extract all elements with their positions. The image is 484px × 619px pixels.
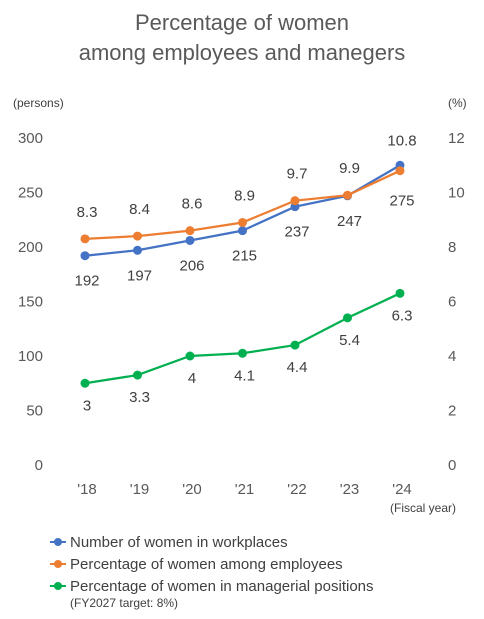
series-employees — [80, 166, 405, 244]
data-point-managers — [185, 351, 195, 361]
left-axis-tick-label: 100 — [18, 348, 43, 365]
right-axis-tick-label: 8 — [448, 239, 456, 256]
chart-title: Percentage of women among employees and … — [0, 8, 484, 68]
right-axis-ticks: 0 2 4 6 8 10 12 — [448, 130, 465, 474]
right-axis-tick-label: 2 — [448, 403, 456, 420]
line-chart: (persons) (%) (Fiscal year) 050100150200… — [13, 96, 467, 515]
data-point-employees — [80, 234, 90, 244]
data-label-employees: 9.7 — [287, 166, 308, 183]
legend-item-employees: Percentage of women among employees — [50, 554, 374, 574]
data-label-employees: 8.3 — [77, 204, 98, 221]
right-axis-unit: (%) — [448, 96, 467, 110]
data-label-managers: 4.1 — [234, 367, 255, 384]
legend-target-note: (FY2027 target: 8%) — [70, 596, 179, 610]
data-label-workplaces: 215 — [232, 248, 257, 265]
data-label-employees: 8.6 — [182, 196, 203, 213]
chart-title-line-2: among employees and manegers — [78, 40, 406, 65]
x-axis-tick-label: '20 — [182, 481, 202, 498]
data-point-employees — [395, 166, 405, 176]
legend-item-workplaces: Number of women in workplaces — [50, 532, 374, 552]
data-point-workplaces — [185, 235, 195, 245]
data-label-managers: 4 — [188, 370, 196, 387]
data-label-workplaces: 206 — [179, 257, 204, 274]
data-label-workplaces: 247 — [337, 213, 362, 230]
data-point-managers — [290, 340, 300, 350]
x-axis-tick-label: '19 — [130, 481, 150, 498]
data-point-employees — [290, 196, 300, 206]
x-axis-unit: (Fiscal year) — [390, 501, 456, 515]
data-labels-workplaces: 192 197 206 215 237 247 275 — [74, 192, 414, 289]
data-point-managers — [343, 313, 352, 323]
left-axis-tick-label: 50 — [26, 403, 43, 420]
left-axis-tick-label: 300 — [18, 130, 43, 147]
data-label-workplaces: 192 — [74, 273, 99, 290]
plot-series: 192 197 206 215 237 247 275 8.3 8.4 8.6 8.9 9.7 9.9 1… — [74, 133, 416, 415]
legend-swatch-workplaces — [50, 536, 66, 548]
legend: Number of women in workplaces Percentage… — [50, 532, 374, 610]
x-axis-tick-label: '24 — [392, 481, 412, 498]
legend-swatch-managers — [50, 580, 66, 592]
x-axis-tick-label: '23 — [340, 481, 360, 498]
data-point-employees — [343, 190, 352, 200]
left-axis-tick-label: 200 — [18, 239, 43, 256]
data-label-managers: 4.4 — [287, 359, 308, 376]
legend-item-managers: Percentage of women in managerial positi… — [50, 576, 374, 596]
data-point-workplaces — [133, 245, 142, 255]
right-axis-tick-label: 4 — [448, 348, 456, 365]
x-axis-tick-label: '22 — [287, 481, 307, 498]
right-axis-tick-label: 10 — [448, 185, 465, 202]
data-point-managers — [80, 378, 90, 388]
data-point-managers — [133, 370, 142, 380]
data-label-employees: 10.8 — [387, 133, 416, 150]
x-axis-tick-label: '18 — [77, 481, 97, 498]
left-axis-unit: (persons) — [13, 96, 64, 110]
right-axis-tick-label: 12 — [448, 130, 465, 147]
data-label-employees: 9.9 — [339, 160, 360, 177]
legend-swatch-employees — [50, 558, 66, 570]
left-axis-tick-label: 150 — [18, 294, 43, 311]
data-labels-employees: 8.3 8.4 8.6 8.9 9.7 9.9 10.8 — [77, 133, 417, 221]
left-axis-ticks: 0 50 100 150 200 250 300 — [18, 130, 43, 474]
data-label-workplaces: 197 — [127, 267, 152, 284]
data-label-managers: 3.3 — [129, 389, 150, 406]
data-point-workplaces — [238, 226, 247, 236]
legend-label-employees: Percentage of women among employees — [70, 555, 343, 573]
data-label-managers: 6.3 — [392, 307, 413, 324]
legend-label-workplaces: Number of women in workplaces — [70, 533, 288, 551]
data-label-workplaces: 237 — [284, 224, 309, 241]
data-label-managers: 5.4 — [339, 332, 360, 349]
legend-label-managers: Percentage of women in managerial positi… — [70, 577, 374, 595]
series-managers — [80, 288, 405, 388]
data-point-managers — [238, 348, 247, 358]
chart-title-line-1: Percentage of women — [134, 10, 350, 35]
right-axis-tick-label: 0 — [448, 457, 456, 474]
x-axis-ticks: '18 '19 '20 '21 '22 '23 '24 — [77, 481, 412, 498]
data-label-workplaces: 275 — [389, 192, 414, 209]
data-point-workplaces — [80, 251, 90, 261]
data-label-employees: 8.9 — [234, 187, 255, 204]
left-axis-tick-label: 250 — [18, 185, 43, 202]
data-point-employees — [238, 217, 247, 227]
data-point-employees — [185, 226, 195, 236]
data-label-managers: 3 — [83, 397, 91, 414]
data-point-managers — [395, 288, 405, 298]
data-point-employees — [133, 231, 142, 241]
x-axis-tick-label: '21 — [235, 481, 255, 498]
right-axis-tick-label: 6 — [448, 294, 456, 311]
data-labels-managers: 3 3.3 4 4.1 4.4 5.4 6.3 — [83, 307, 413, 414]
left-axis-tick-label: 0 — [35, 457, 43, 474]
data-label-employees: 8.4 — [129, 201, 150, 218]
